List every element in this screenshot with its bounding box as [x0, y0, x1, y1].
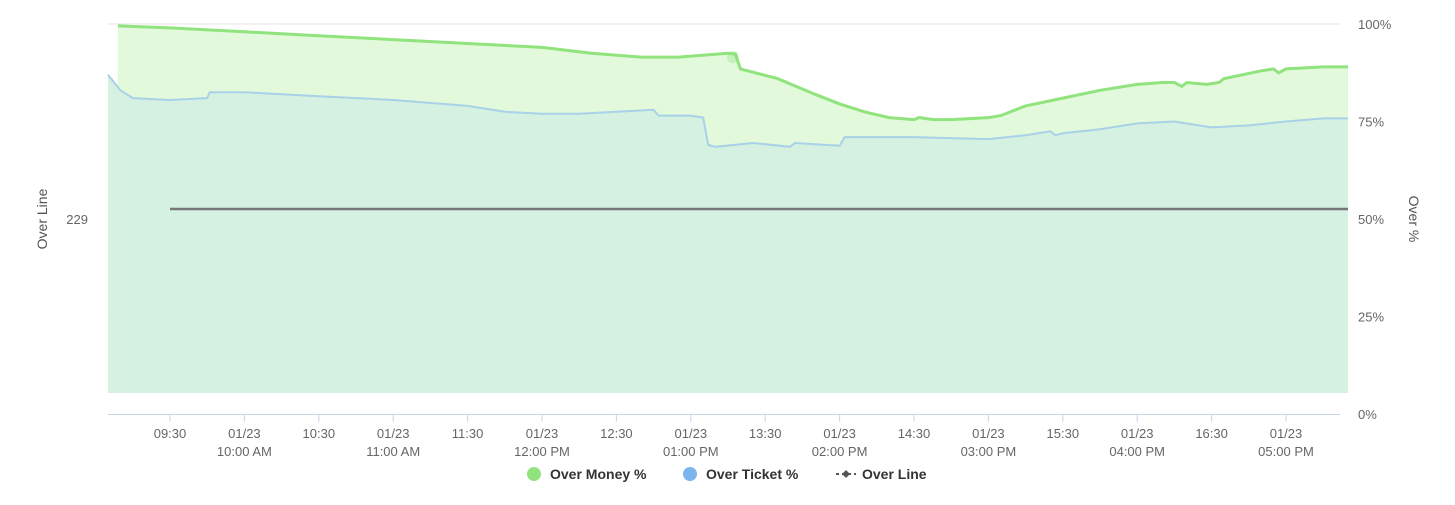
y-right-tick-label: 50%	[1358, 212, 1384, 227]
x-tick-label: 11:30	[452, 426, 484, 441]
x-tick-label-secondary: 12:00 PM	[514, 444, 570, 459]
x-tick-label: 10:30	[303, 426, 336, 441]
y-right-axis-title: Over %	[1406, 196, 1422, 243]
x-tick-label: 14:30	[898, 426, 931, 441]
x-tick-label-secondary: 04:00 PM	[1109, 444, 1165, 459]
x-tick-label: 01/23	[526, 426, 559, 441]
x-tick-label: 12:30	[600, 426, 633, 441]
y-left-tick-label: 229	[66, 212, 88, 227]
x-tick-label: 01/23	[377, 426, 410, 441]
y-left-axis-title: Over Line	[34, 188, 50, 249]
y-right-tick-label: 0%	[1358, 407, 1377, 422]
x-tick-label-secondary: 05:00 PM	[1258, 444, 1314, 459]
series-line-over-ticket	[107, 74, 1348, 148]
x-tick-label: 01/23	[1121, 426, 1154, 441]
x-tick-label: 13:30	[749, 426, 782, 441]
legend: Over Money % Over Ticket % Over Line	[527, 466, 927, 482]
x-tick-label-secondary: 02:00 PM	[812, 444, 868, 459]
series-line-over-money	[117, 24, 1348, 122]
legend-label: Over Line	[862, 466, 927, 482]
x-tick-label-secondary: 11:00 AM	[366, 444, 420, 459]
legend-symbol-marker	[842, 470, 850, 478]
legend-symbol	[683, 467, 697, 481]
y-right-tick-label: 75%	[1358, 115, 1384, 130]
legend-symbol	[527, 467, 541, 481]
x-tick-label-secondary: 10:00 AM	[217, 444, 272, 459]
series-marker-over-money	[726, 51, 739, 64]
x-tick-label: 01/23	[823, 426, 856, 441]
x-tick-label: 01/23	[972, 426, 1005, 441]
x-tick-label: 15:30	[1047, 426, 1080, 441]
x-tick-label: 16:30	[1195, 426, 1228, 441]
series-area-over-ticket	[108, 74, 1348, 393]
legend-label: Over Ticket %	[706, 466, 799, 482]
series-lines	[107, 24, 1348, 211]
legend-label: Over Money %	[550, 466, 647, 482]
x-tick-label-secondary: 01:00 PM	[663, 444, 719, 459]
x-tick-label: 09:30	[154, 426, 187, 441]
x-tick-label: 01/23	[675, 426, 708, 441]
x-tick-label: 01/23	[228, 426, 261, 441]
x-tick-label: 01/23	[1270, 426, 1303, 441]
y-right-tick-label: 100%	[1358, 17, 1392, 32]
y-right-tick-label: 25%	[1358, 310, 1384, 325]
axes: 0% 25% 50% 75% 100% 09:30 01/23 10:00 AM 10:30 01…	[34, 17, 1422, 459]
x-tick-label-secondary: 03:00 PM	[961, 444, 1017, 459]
